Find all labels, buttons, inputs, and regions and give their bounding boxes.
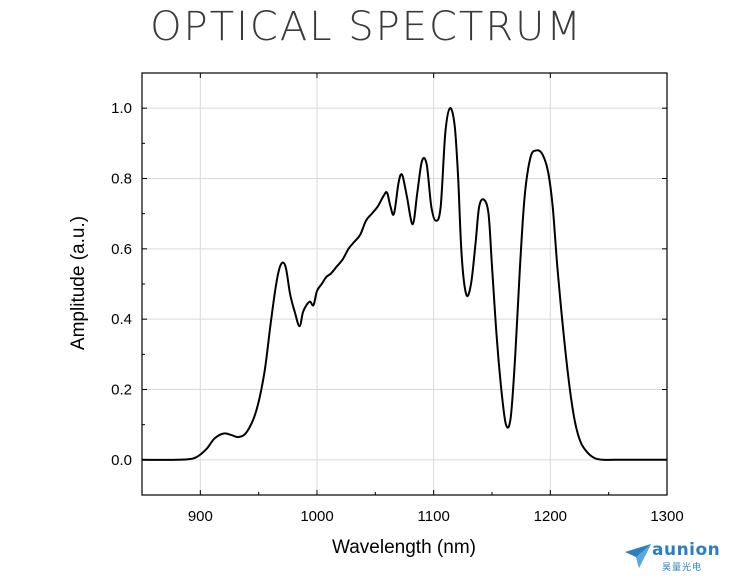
x-tick-label: 1100 bbox=[418, 508, 450, 525]
paper-plane-icon bbox=[625, 544, 651, 568]
aunion-logo: aunion 昊量光电 bbox=[622, 539, 730, 575]
y-axis-label: Amplitude (a.u.) bbox=[68, 216, 89, 350]
page-title: OPTICAL SPECTRUM bbox=[150, 4, 583, 50]
axis-ticks: 900 1000 1100 1200 1300 0.0 0.2 0.4 0.6 0.8 1.0 bbox=[111, 72, 684, 525]
logo-name: aunion bbox=[652, 540, 721, 560]
x-tick-label: 1300 bbox=[650, 508, 683, 525]
x-tick-label: 1000 bbox=[300, 508, 333, 525]
plot-frame bbox=[141, 72, 668, 496]
x-axis-label: Wavelength (nm) bbox=[332, 537, 476, 558]
grid-lines bbox=[142, 73, 667, 495]
x-tick-label: 900 bbox=[188, 508, 213, 525]
x-tick-label: 1200 bbox=[534, 508, 567, 525]
y-tick-label: 0.8 bbox=[111, 171, 132, 188]
logo-subtitle: 昊量光电 bbox=[662, 563, 703, 573]
spectrum-line bbox=[141, 107, 667, 461]
y-tick-label: 0.2 bbox=[111, 382, 132, 399]
y-tick-label: 0.4 bbox=[111, 311, 132, 328]
y-tick-label: 0.6 bbox=[111, 241, 132, 258]
y-tick-label: 1.0 bbox=[111, 100, 132, 117]
y-tick-label: 0.0 bbox=[111, 452, 132, 469]
